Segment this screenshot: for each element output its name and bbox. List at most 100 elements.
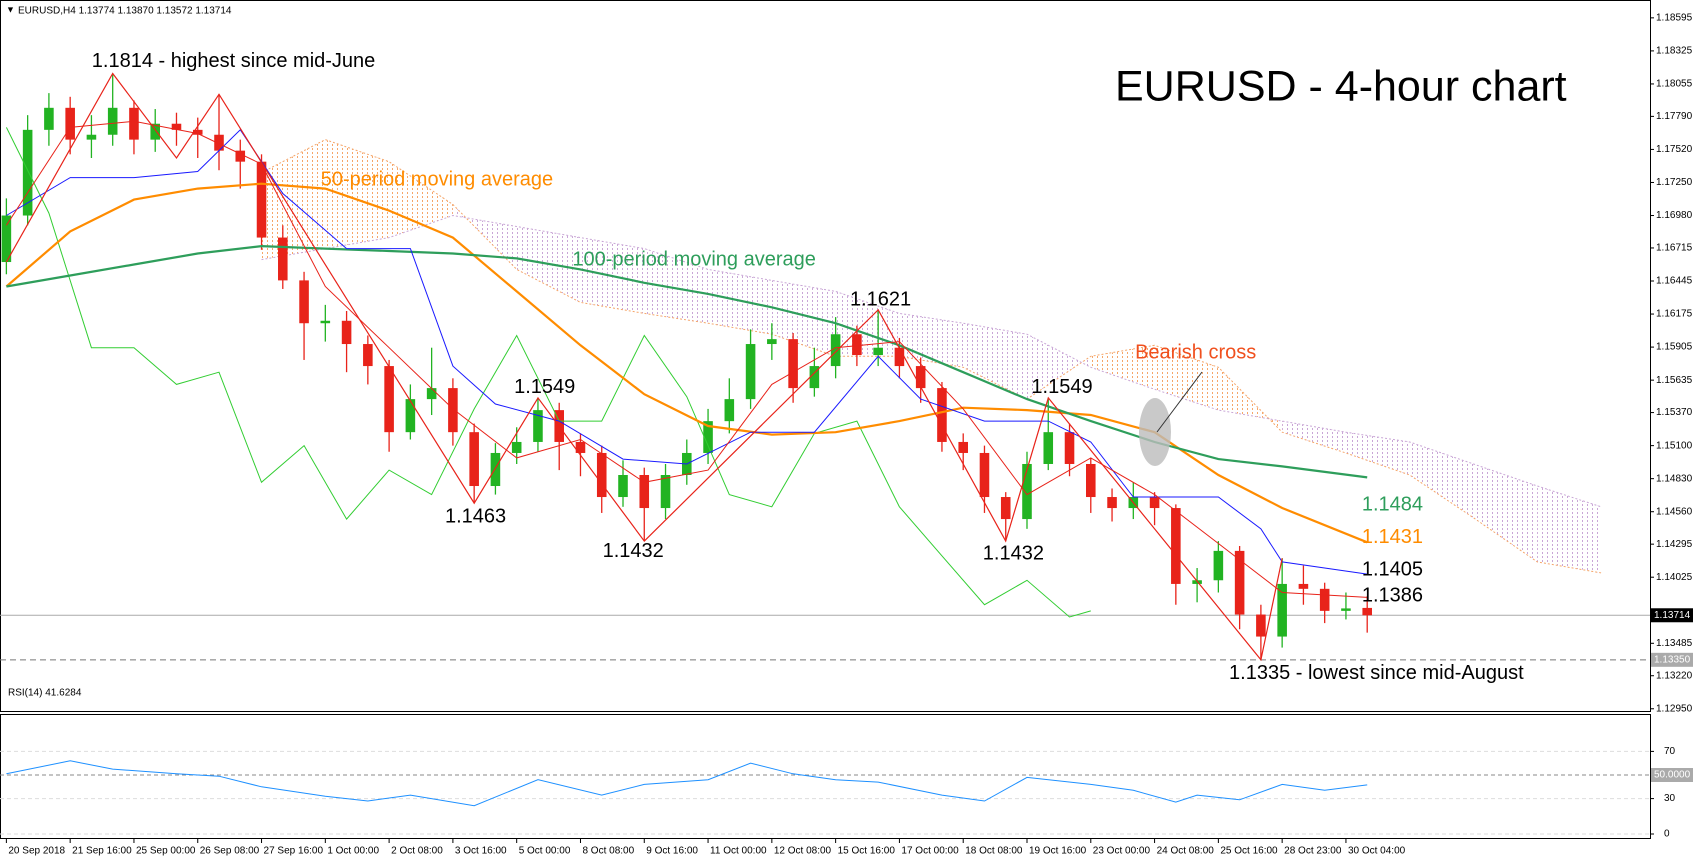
candle-body <box>214 134 224 151</box>
y-tick-label: 1.12950 <box>1656 703 1693 714</box>
candle-body <box>873 347 883 356</box>
cloud-segment <box>389 161 453 238</box>
y-tick-label: 30 <box>1664 793 1676 804</box>
x-tick-label: 18 Oct 08:00 <box>965 846 1023 857</box>
y-tick-label: 1.18055 <box>1656 79 1693 90</box>
x-tick-label: 24 Oct 08:00 <box>1157 846 1215 857</box>
candle-body <box>384 366 394 433</box>
annotation: 1.1484 <box>1362 494 1423 516</box>
candle-body <box>448 388 458 433</box>
indicator-line <box>5 182 1368 544</box>
candle-body <box>363 344 373 367</box>
x-tick-label: 5 Oct 00:00 <box>519 846 571 857</box>
annotation: 1.1463 <box>445 506 506 528</box>
support-box <box>1651 652 1693 667</box>
indicator-line <box>6 129 1368 575</box>
candle-body <box>150 123 161 140</box>
y-tick-label: 1.16445 <box>1656 276 1693 287</box>
y-tick-label: 1.15100 <box>1656 440 1693 451</box>
candle-body <box>1171 508 1181 584</box>
cloud-span-b <box>261 214 1602 508</box>
y-tick-label: 70 <box>1664 746 1676 757</box>
indicator-line <box>6 244 1368 479</box>
x-tick-label: 21 Sep 16:00 <box>72 846 132 857</box>
y-tick-label: 50.0000 <box>1654 770 1691 781</box>
x-tick-label: 1 Oct 00:00 <box>327 846 379 857</box>
y-tick-label: 1.17520 <box>1656 144 1693 155</box>
candle-body <box>894 347 905 367</box>
annotation: 1.1549 <box>514 376 575 398</box>
candle-body <box>256 161 267 238</box>
candle-body <box>1234 550 1245 615</box>
candle-body <box>724 399 735 422</box>
cloud-segment <box>1409 441 1474 518</box>
x-tick-label: 27 Sep 16:00 <box>264 846 324 857</box>
cloud-segment <box>1282 421 1346 453</box>
x-tick-label: 2 Oct 08:00 <box>391 846 443 857</box>
y-tick-label: 1.16980 <box>1656 210 1693 221</box>
cloud-segment <box>963 323 1027 400</box>
y-tick-label: 1.15905 <box>1656 342 1693 353</box>
candle-body <box>1277 583 1287 637</box>
x-tick-label: 8 Oct 08:00 <box>582 846 634 857</box>
annotation: 1.1814 - highest since mid-June <box>92 50 376 72</box>
cloud-segment <box>1026 334 1091 400</box>
rsi-title: RSI(14) 41.6284 <box>8 688 82 699</box>
annotation: 1.1549 <box>1031 376 1092 398</box>
cloud-segment <box>1473 463 1538 562</box>
x-tick-label: 11 Oct 00:00 <box>710 846 767 857</box>
cloud-segment <box>261 139 326 260</box>
cloud-segment <box>1154 345 1219 411</box>
y-tick-label: 1.18595 <box>1656 12 1693 23</box>
candle-body <box>278 237 288 281</box>
candle-body <box>1256 614 1266 637</box>
candle-body <box>320 320 331 324</box>
candle-body <box>618 475 628 498</box>
annotation: 1.1621 <box>850 289 911 311</box>
candle-body <box>171 123 182 130</box>
candle-body <box>44 107 54 130</box>
cloud-segment <box>1537 486 1602 573</box>
candle-body <box>533 410 543 442</box>
candle-body <box>788 339 798 389</box>
candle-body <box>1043 432 1054 464</box>
annotation: 1.1431 <box>1362 526 1423 548</box>
annotation: Bearish cross <box>1135 341 1256 363</box>
candle-body <box>1319 588 1330 611</box>
candle-body <box>1213 550 1224 581</box>
candle-body <box>1149 497 1160 509</box>
y-tick-label: 1.14560 <box>1656 506 1693 517</box>
candle-body <box>86 134 97 140</box>
annotation: 50-period moving average <box>321 169 553 191</box>
x-tick-label: 25 Sep 00:00 <box>136 846 196 857</box>
rsi-panel-frame <box>0 714 1651 839</box>
x-tick-label: 12 Oct 08:00 <box>774 846 832 857</box>
candle-body <box>937 388 947 442</box>
candle-body <box>192 129 203 135</box>
cloud-segment <box>1345 432 1410 475</box>
y-tick-label: 1.14830 <box>1656 473 1693 484</box>
x-tick-label: 30 Oct 04:00 <box>1348 846 1406 857</box>
y-tick-label: 1.14025 <box>1656 572 1693 583</box>
cloud-segment <box>771 280 836 357</box>
candle-body <box>1298 583 1309 589</box>
candle-body <box>1000 497 1011 520</box>
chart-title: EURUSD - 4-hour chart <box>1115 62 1567 110</box>
annotation: 100-period moving average <box>572 249 816 271</box>
y-tick-label: 1.15370 <box>1656 407 1693 418</box>
x-tick-label: 23 Oct 00:00 <box>1093 846 1151 857</box>
candle-body <box>1107 497 1117 509</box>
x-tick-label: 26 Sep 08:00 <box>200 846 260 857</box>
x-tick-label: 28 Oct 23:00 <box>1284 846 1342 857</box>
indicator-line <box>5 120 1368 598</box>
candle-body <box>405 399 416 433</box>
candle-body <box>745 344 756 400</box>
cloud-span-a <box>261 139 1602 574</box>
candle-body <box>129 107 139 140</box>
collapse-icon: ▼ <box>6 4 15 14</box>
y-tick-label: 1.16715 <box>1656 243 1693 254</box>
candle-body <box>22 129 33 216</box>
annotation: 1.1386 <box>1362 584 1423 606</box>
annotation: 1.1432 <box>603 540 664 562</box>
